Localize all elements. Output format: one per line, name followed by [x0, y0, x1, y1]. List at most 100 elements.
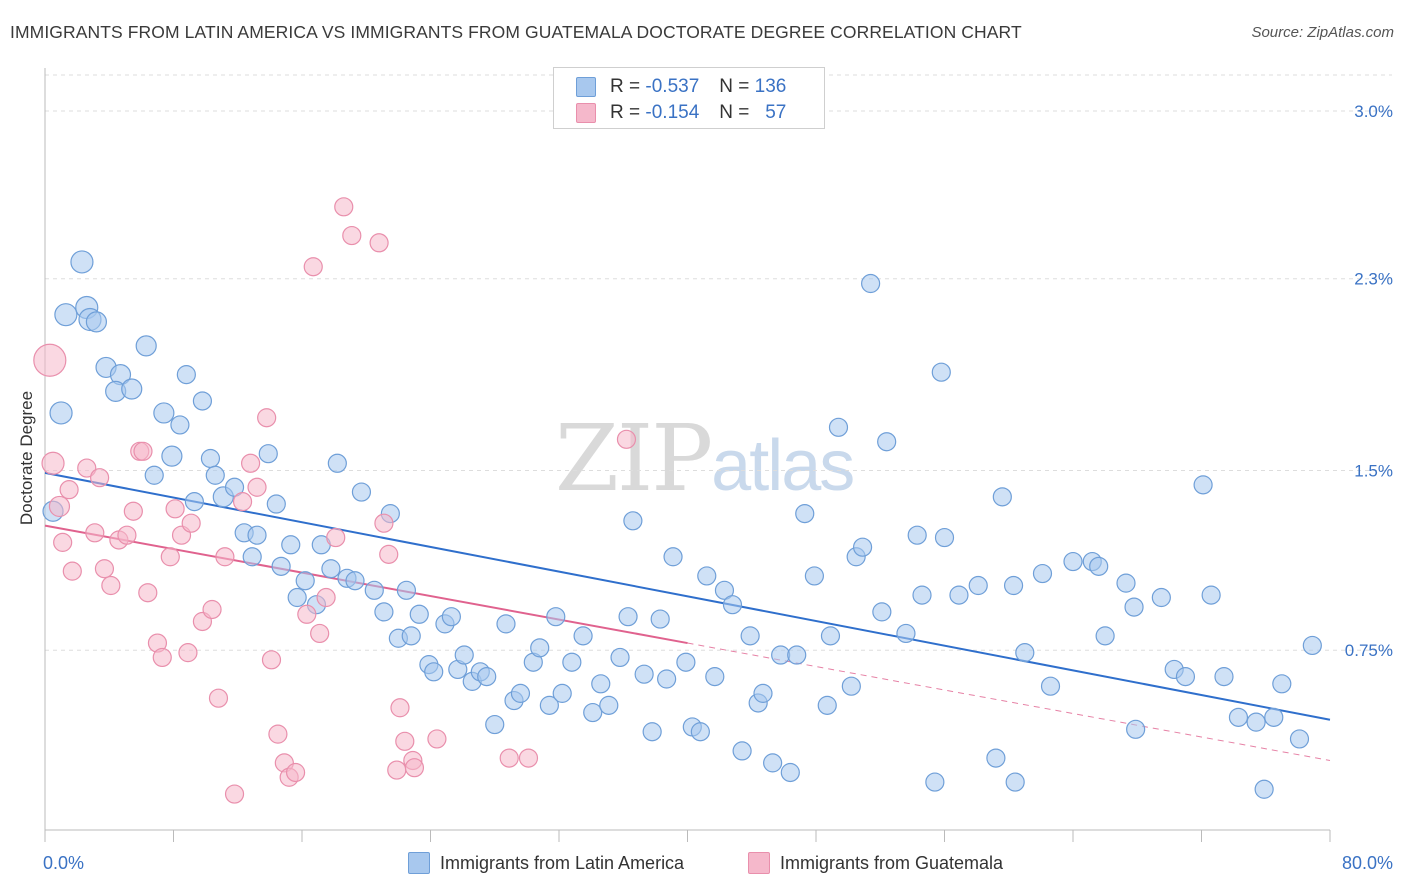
source-credit: Source: ZipAtlas.com: [1251, 24, 1394, 41]
series-swatch-blue: [408, 852, 430, 874]
latin-america-point: [705, 667, 725, 687]
latin-america-point: [192, 391, 213, 411]
latin-america-point: [618, 607, 638, 627]
legend-n-label: N =: [719, 76, 750, 97]
latin-america-point: [552, 683, 572, 703]
latin-america-point: [161, 445, 183, 467]
guatemala-trend-extension: [687, 642, 1331, 761]
series-label-latin-america: Immigrants from Latin America: [440, 852, 685, 873]
guatemala-point: [261, 650, 282, 670]
guatemala-point: [77, 458, 97, 478]
latin-america-point: [85, 311, 108, 333]
guatemala-point: [616, 429, 637, 449]
guatemala-point: [342, 225, 362, 246]
guatemala-point: [224, 784, 245, 804]
latin-america-point: [170, 415, 190, 435]
latin-america-point: [327, 453, 347, 473]
y-tick-label: 1.5%: [1354, 461, 1393, 480]
series-label-guatemala: Immigrants from Guatemala: [780, 852, 1004, 873]
latin-america-point: [144, 465, 164, 485]
guatemala-point: [379, 544, 399, 564]
latin-america-point: [780, 762, 800, 783]
latin-america-point: [54, 303, 78, 327]
latin-america-point: [634, 664, 654, 684]
latin-america-point: [817, 695, 837, 715]
guatemala-point: [232, 492, 253, 512]
trend-lines: [44, 471, 1331, 761]
latin-america-point: [271, 556, 291, 576]
latin-america-point: [986, 748, 1006, 768]
watermark-atlas: atlas: [711, 426, 855, 506]
latin-america-point: [1302, 635, 1322, 656]
latin-america-point: [861, 273, 881, 294]
series-legend: Immigrants from Latin America Immigrants…: [0, 852, 1406, 878]
latin-america-point: [753, 683, 773, 703]
latin-america-point: [931, 362, 951, 382]
guatemala-trend-line: [44, 524, 688, 645]
guatemala-point: [268, 724, 288, 744]
guatemala-point: [257, 408, 277, 428]
guatemala-point: [285, 762, 306, 783]
latin-america-point: [266, 494, 286, 514]
guatemala-point: [316, 587, 336, 608]
latin-america-point: [321, 559, 341, 579]
guatemala-point: [390, 698, 410, 718]
latin-america-point: [697, 566, 717, 586]
latin-america-point: [496, 614, 516, 634]
latin-america-point: [224, 477, 245, 497]
legend-swatch-pink: [576, 103, 596, 123]
latin-america-point: [281, 535, 301, 555]
latin-america-point: [934, 527, 955, 548]
latin-america-point: [787, 645, 807, 665]
guatemala-point: [387, 760, 407, 780]
latin-america-point: [1254, 779, 1274, 799]
watermark-zip: ZIP: [555, 405, 713, 512]
latin-america-point: [1015, 643, 1035, 663]
guatemala-point: [41, 451, 65, 475]
latin-america-point: [1246, 712, 1266, 732]
latin-america-point: [804, 566, 824, 586]
guatemala-point: [310, 623, 330, 644]
latin-america-point: [242, 547, 262, 567]
guatemala-point: [374, 513, 394, 533]
latin-america-point: [205, 465, 225, 485]
latin-america-point: [657, 669, 677, 689]
latin-america-point: [546, 607, 566, 627]
latin-america-point: [441, 607, 461, 627]
latin-america-point: [763, 753, 783, 773]
latin-america-point: [70, 250, 94, 274]
latin-america-point: [345, 571, 365, 591]
latin-america-point: [1124, 597, 1144, 617]
latin-america-point: [1151, 587, 1171, 608]
guatemala-point: [395, 731, 415, 751]
latin-america-point: [795, 504, 815, 524]
latin-america-point: [1063, 551, 1083, 572]
data-points: [33, 197, 1322, 804]
guatemala-point: [53, 532, 73, 552]
guatemala-point: [369, 233, 389, 253]
guatemala-point: [427, 729, 447, 749]
axes: [44, 68, 1331, 842]
guatemala-point: [33, 343, 67, 377]
latin-america-point: [1126, 719, 1146, 739]
latin-america-point: [258, 444, 278, 464]
guatemala-point: [133, 441, 153, 461]
latin-america-point: [852, 537, 873, 557]
guatemala-point: [59, 480, 79, 500]
latin-america-point: [1272, 674, 1292, 694]
latin-america-point: [992, 487, 1012, 507]
latin-america-point: [1003, 575, 1024, 596]
guatemala-point: [334, 197, 354, 217]
latin-america-point: [623, 511, 643, 531]
latin-america-point: [49, 401, 73, 425]
latin-america-point: [828, 417, 849, 437]
guatemala-point: [90, 468, 110, 488]
latin-america-point: [121, 378, 143, 400]
guatemala-point: [48, 495, 71, 518]
legend-r-value: -0.537: [645, 76, 700, 97]
latin-america-point: [530, 638, 550, 658]
latin-america-point: [912, 585, 932, 605]
latin-america-point: [740, 626, 760, 646]
latin-america-point: [1089, 556, 1109, 576]
